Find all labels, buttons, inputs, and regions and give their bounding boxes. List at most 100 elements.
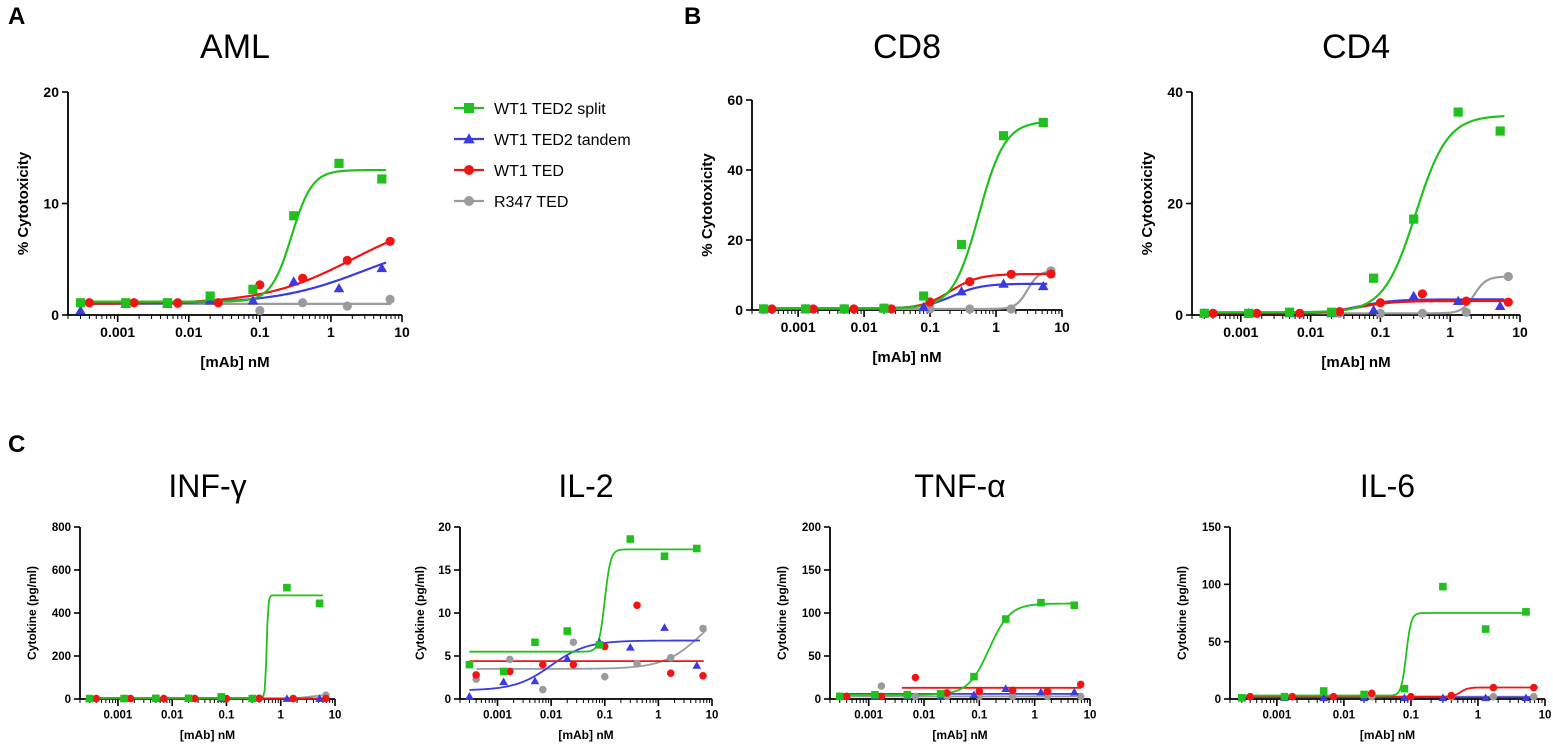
data-point [1037,280,1049,291]
chart-tnfa: TNF-α 0 50 100 150 200 0.001 0.01 0.1 1 10 [mAb] nM… [775,468,1096,742]
x-tick-label: 0.1 [971,710,988,722]
y-tick-label: 100 [1202,579,1221,591]
data-point [1489,692,1498,701]
data-point [385,236,395,247]
data-point [569,660,578,669]
y-tick-label: 0 [1175,307,1183,323]
legend-marker [463,133,475,144]
data-point [970,672,978,681]
y-axis-label: % Cytotoxicity [699,153,716,257]
y-tick-label: 150 [802,565,821,577]
fit-curve [839,602,1078,696]
x-axis-label: [mAb] nM [200,354,269,371]
data-point [1037,598,1045,607]
data-point [298,298,308,308]
series-wt1-ted [771,272,1055,311]
x-tick-label: 0.001 [104,710,133,722]
points-wt1-ted2-split [835,598,1079,701]
points-wt1-ted [472,601,707,680]
data-point [289,211,299,221]
fit-curve [80,168,387,303]
legend-item: WT1 TED2 split [454,101,606,118]
data-point [1327,307,1337,317]
x-tick-label: 0.001 [1223,324,1258,340]
data-point [998,278,1009,288]
legend-item: WT1 TED2 tandem [454,132,631,149]
x-tick-label: 0.01 [850,319,877,335]
data-point [1001,684,1011,692]
x-tick-label: 0.1 [597,710,614,722]
data-point [1319,687,1328,695]
data-point [315,694,324,702]
x-tick-label: 0.1 [1371,324,1391,340]
x-tick-label: 0.001 [100,324,135,340]
points-wt1-ted [84,236,395,308]
data-point [835,692,844,701]
x-tick-label: 1 [655,710,662,722]
x-tick-label: 0.001 [781,319,816,335]
series-wt1-ted [89,238,395,305]
data-point [539,685,547,694]
chart-title: TNF-α [914,468,1005,504]
data-point [75,298,86,308]
data-point [129,298,139,308]
x-tick-label: 0.1 [920,319,940,335]
y-axis-label: Cytokine (pg/ml) [413,566,427,660]
data-point [298,273,308,283]
data-point [1438,693,1448,702]
data-point [975,687,984,696]
data-point [92,694,101,703]
points-wt1-ted2-split [759,117,1048,314]
y-tick-label: 10 [43,196,59,212]
series-wt1-ted2-tandem [469,639,701,691]
data-point [1522,608,1530,616]
data-point [1280,692,1289,701]
y-tick-label: 40 [727,162,743,178]
y-tick-label: 15 [438,565,451,577]
data-point [1046,269,1056,279]
data-point [943,689,951,697]
data-point [1246,692,1254,701]
data-point [965,304,975,314]
data-point [1076,680,1085,689]
points-wt1-ted [1208,289,1513,318]
x-tick-label: 10 [329,710,342,722]
y-tick-label: 0 [735,302,743,318]
data-point [562,654,572,662]
panel-letter-a: A [8,3,25,30]
data-point [499,667,508,676]
data-point [1368,304,1379,314]
data-point [1070,601,1079,610]
data-point [539,660,547,669]
y-tick-label: 800 [52,522,71,534]
data-point [1008,686,1017,695]
x-tick-label: 1 [327,324,335,340]
data-point [1244,308,1254,318]
series-wt1-ted2-split [80,168,387,303]
data-point [1199,308,1209,318]
x-tick-label: 0.01 [1297,324,1324,340]
data-point [1521,693,1531,702]
y-tick-label: 60 [727,92,743,108]
data-point [1369,273,1379,283]
x-tick-label: 10 [1084,710,1097,722]
data-point [217,693,226,701]
data-point [1447,691,1456,700]
y-axis-label: Cytokine (pg/ml) [1175,566,1189,660]
legend-label: WT1 TED2 tandem [494,132,631,149]
data-point [159,694,168,703]
points-wt1-ted2-split [1199,107,1505,318]
data-point [925,304,935,314]
legend-item: R347 TED [454,194,568,211]
data-point [75,305,86,315]
data-point [626,535,635,543]
data-point [1481,693,1490,702]
points-wt1-ted2-split [85,583,324,703]
points-r347-ted [472,624,707,694]
series-wt1-ted2-split [89,594,323,699]
points-wt1-ted [842,673,1085,701]
data-point [84,298,94,308]
chart-title: IL-2 [558,468,613,504]
data-point [120,694,128,703]
chart-title: CD4 [1322,28,1390,66]
